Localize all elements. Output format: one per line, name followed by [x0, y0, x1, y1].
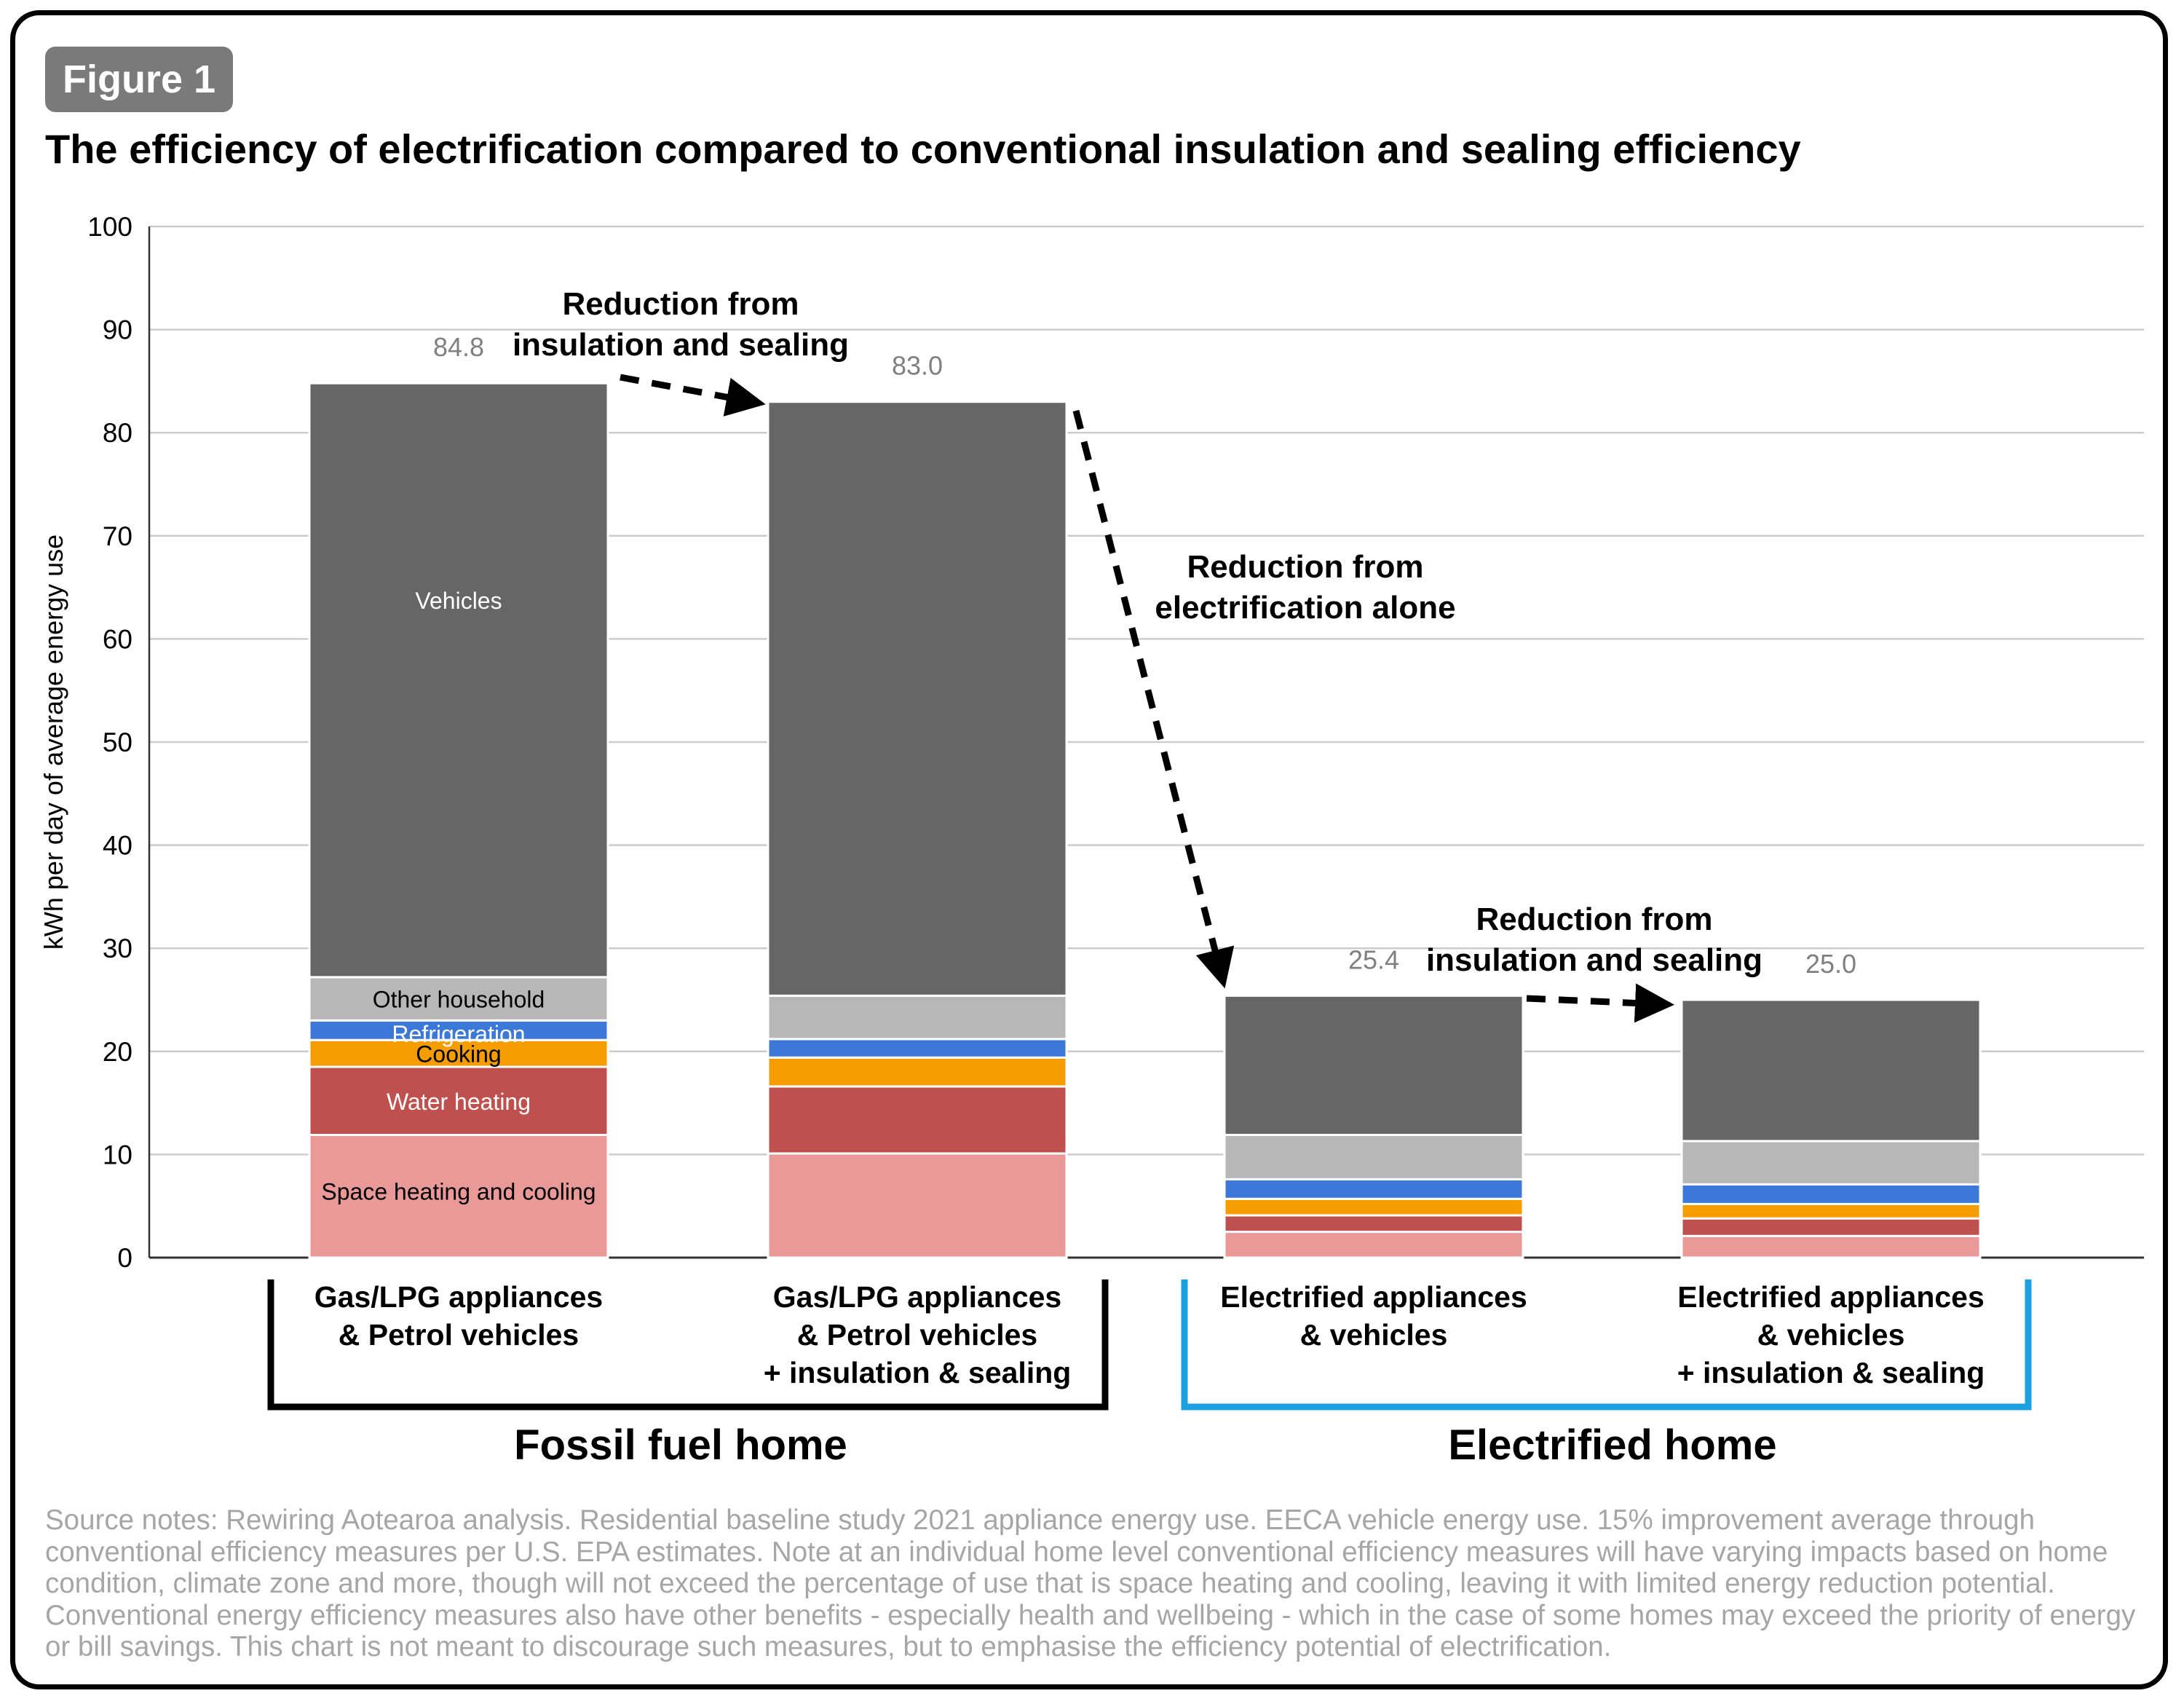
- bar-segment-0-other-household: [308, 976, 609, 1022]
- bar-segment-3-water-heating: [1680, 1217, 1982, 1237]
- y-tick-label-90: 90: [103, 315, 132, 345]
- segment-label-other-household: Other household: [373, 987, 545, 1013]
- category-label-0-0: Gas/LPG appliances: [314, 1280, 604, 1314]
- y-tick-label-0: 0: [117, 1243, 132, 1273]
- total-label-1: 83.0: [892, 351, 943, 381]
- bar-segment-3-cooking: [1680, 1202, 1982, 1220]
- annotation-text-2-0: Reduction from: [1476, 902, 1712, 937]
- category-label-3-1: & vehicles: [1757, 1318, 1905, 1352]
- y-tick-label-50: 50: [103, 727, 132, 757]
- total-label-3: 25.0: [1805, 949, 1856, 979]
- y-axis-title: kWh per day of average energy use: [39, 535, 68, 950]
- y-tick-label-100: 100: [87, 212, 132, 242]
- chart-title: The efficiency of electrification compar…: [45, 126, 1801, 172]
- bar-segment-1-other-household: [767, 994, 1068, 1041]
- bar-segment-3-space-heating-and-cooling: [1680, 1234, 1982, 1259]
- bar-segment-1-refrigeration: [767, 1038, 1068, 1059]
- annotation-text-1-1: electrification alone: [1155, 590, 1455, 626]
- bar-segment-2-water-heating: [1223, 1214, 1524, 1234]
- bar-segment-3-refrigeration: [1680, 1183, 1982, 1205]
- annotation-arrow-0: [620, 374, 766, 417]
- group-bracket-1: [1181, 1279, 2032, 1411]
- y-tick-label-70: 70: [103, 521, 132, 551]
- category-label-0-1: & Petrol vehicles: [339, 1318, 579, 1352]
- bar-segment-2-cooking: [1223, 1197, 1524, 1217]
- figure-label: Figure 1: [45, 47, 233, 112]
- annotation-text-1-0: Reduction from: [1187, 549, 1423, 585]
- annotation-arrow-2: [1526, 983, 1674, 1023]
- y-tick-label-60: 60: [103, 624, 132, 654]
- bar-segment-1-water-heating: [767, 1085, 1068, 1155]
- bar-segment-2-vehicles: [1223, 994, 1524, 1136]
- stacked-bar-chart: 0 10 20 30 40 50 60 70 80 90 100 kWh per day of ave…: [39, 212, 2144, 1469]
- bar-segment-0-vehicles: [308, 382, 609, 979]
- segment-label-refrigeration: Refrigeration: [392, 1021, 525, 1047]
- bar-segment-1-cooking: [767, 1056, 1068, 1088]
- segment-label-cooking: Cooking: [416, 1041, 501, 1068]
- category-label-1-1: & Petrol vehicles: [797, 1318, 1037, 1352]
- bar-segment-3-other-household: [1680, 1140, 1982, 1186]
- group-label-1: Electrified home: [1448, 1421, 1776, 1469]
- group-label-0: Fossil fuel home: [514, 1421, 847, 1469]
- group-bracket-0: [267, 1279, 1109, 1411]
- y-tick-label-80: 80: [103, 418, 132, 448]
- category-label-1-0: Gas/LPG appliances: [773, 1280, 1062, 1314]
- figure-frame: [10, 10, 2168, 1689]
- annotation-arrow-1: [1072, 409, 1235, 989]
- category-label-3-0: Electrified appliances: [1677, 1280, 1985, 1314]
- total-label-0: 84.8: [433, 332, 484, 362]
- y-tick-label-40: 40: [103, 831, 132, 861]
- segment-label-vehicles: Vehicles: [415, 588, 502, 614]
- y-tick-label-30: 30: [103, 934, 132, 963]
- bar-segment-1-vehicles: [767, 401, 1068, 997]
- total-label-2: 25.4: [1348, 944, 1399, 974]
- segment-label-space-heating-and-cooling: Space heating and cooling: [321, 1179, 596, 1205]
- annotation-text-0-1: insulation and sealing: [513, 327, 849, 363]
- category-label-1-2: + insulation & sealing: [764, 1356, 1072, 1389]
- category-label-2-1: & vehicles: [1300, 1318, 1448, 1352]
- category-label-2-0: Electrified appliances: [1220, 1280, 1527, 1314]
- y-tick-label-10: 10: [103, 1140, 132, 1169]
- bar-segment-1-space-heating-and-cooling: [767, 1152, 1068, 1259]
- y-tick-label-20: 20: [103, 1037, 132, 1067]
- category-label-3-2: + insulation & sealing: [1677, 1356, 1985, 1389]
- bar-segment-2-refrigeration: [1223, 1178, 1524, 1200]
- source-notes: Source notes: Rewiring Aotearoa analysis…: [45, 1504, 2136, 1662]
- bar-segment-2-other-household: [1223, 1133, 1524, 1180]
- bar-segment-3-vehicles: [1680, 998, 1982, 1143]
- segment-label-water-heating: Water heating: [387, 1089, 531, 1115]
- bar-segment-2-space-heating-and-cooling: [1223, 1231, 1524, 1259]
- annotation-text-0-0: Reduction from: [562, 286, 799, 322]
- annotation-text-2-1: insulation and sealing: [1426, 942, 1762, 978]
